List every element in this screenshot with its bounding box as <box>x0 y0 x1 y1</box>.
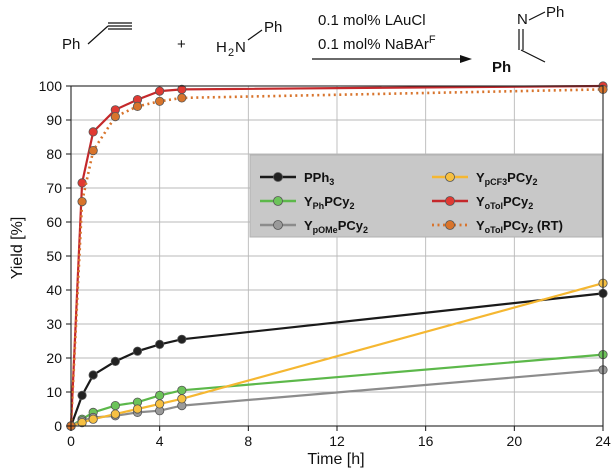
axes-frame <box>70 85 604 427</box>
grid <box>70 85 604 427</box>
product-n-ph: Ph <box>546 4 564 21</box>
legend-label: YpCF3PCy2 <box>476 170 537 187</box>
data-point <box>77 390 87 400</box>
x-axis-label: Time [h] <box>307 451 364 468</box>
y-axis-label: Yield [%] <box>9 217 26 280</box>
reaction-scheme: Ph + H 2 N Ph 0.1 mol% LAuCl 0.1 mol% Na… <box>62 4 564 76</box>
legend-swatch-marker <box>273 196 283 206</box>
plus-sign: + <box>177 36 186 53</box>
y-tick-label: 50 <box>46 248 62 264</box>
data-point <box>132 101 143 112</box>
product-ph: Ph <box>492 59 511 76</box>
legend-label: YPhPCy2 <box>304 194 355 211</box>
plot-area: 0 10 20 30 40 50 60 70 80 90 100 0 4 8 12 16 20 24 <box>39 78 611 449</box>
legend-item: YoTolPCy2 <box>432 194 533 211</box>
data-point <box>132 346 143 356</box>
data-point <box>88 146 98 156</box>
x-tick-label: 4 <box>156 433 164 449</box>
legend-label: YoTolPCy2 (RT) <box>476 218 563 235</box>
alkyne-ph: Ph <box>62 36 80 53</box>
data-point <box>77 417 87 428</box>
data-point <box>110 112 120 122</box>
data-point <box>77 197 87 207</box>
axes: 0 10 20 30 40 50 60 70 80 90 100 0 4 8 12 16 20 24 <box>39 78 611 449</box>
data-point <box>155 339 165 349</box>
aniline-ph: Ph <box>264 19 282 36</box>
legend-item: PPh3 <box>260 170 334 187</box>
y-tick-label: 10 <box>46 384 62 400</box>
legend: PPh3 YPhPCy2 YpOMePCy2 YpCF3PCy2 YoTolPCy2 Yo… <box>249 154 603 238</box>
alkyne-bonds <box>87 22 132 45</box>
data-point <box>155 86 165 96</box>
y-tick-label: 0 <box>54 418 62 434</box>
aniline-h: H <box>216 39 227 56</box>
aniline-bond <box>247 29 263 41</box>
y-tick-label: 80 <box>46 146 62 162</box>
legend-item: YpCF3PCy2 <box>432 170 537 187</box>
series-3 <box>66 278 608 431</box>
y-tick-label: 40 <box>46 282 62 298</box>
data-point <box>110 400 120 411</box>
data-point <box>88 370 98 380</box>
data-point <box>88 414 98 424</box>
y-tick-label: 20 <box>46 350 62 366</box>
legend-swatch-marker <box>273 220 283 230</box>
legend-label: YoTolPCy2 <box>476 194 533 211</box>
legend-swatch-marker <box>445 220 455 230</box>
data-point <box>155 399 165 409</box>
product-bonds <box>518 29 546 63</box>
data-point <box>177 385 187 395</box>
aniline-sub: 2 <box>228 47 234 59</box>
data-point <box>88 127 98 137</box>
legend-item: YPhPCy2 <box>260 194 355 211</box>
condition-2: 0.1 mol% NaBArF <box>318 34 436 53</box>
x-tick-label: 20 <box>507 433 523 449</box>
x-tick-label: 24 <box>595 433 611 449</box>
product-n-ph-bond <box>528 11 546 21</box>
y-tick-label: 70 <box>46 180 62 196</box>
x-tick-label: 12 <box>329 433 345 449</box>
legend-swatch-marker <box>445 172 455 182</box>
legend-label: YpOMePCy2 <box>304 218 368 235</box>
y-tick-label: 30 <box>46 316 62 332</box>
aniline-n: N <box>235 39 246 56</box>
series-4 <box>66 81 608 431</box>
legend-item: YpOMePCy2 <box>260 218 368 235</box>
x-tick-label: 16 <box>418 433 434 449</box>
legend-swatch-marker <box>273 172 283 182</box>
data-point <box>155 390 165 400</box>
legend-box <box>249 154 603 238</box>
product-n: N <box>517 11 528 28</box>
data-point <box>177 394 187 404</box>
legend-swatch-marker <box>445 196 455 206</box>
data-point <box>110 356 120 366</box>
legend-label: PPh3 <box>304 170 334 187</box>
x-tick-label: 8 <box>244 433 252 449</box>
data-point <box>177 334 187 344</box>
series-layer <box>66 81 608 431</box>
data-point <box>110 409 120 419</box>
x-tick-label: 0 <box>67 433 75 449</box>
data-point <box>177 93 187 103</box>
data-point <box>132 404 143 414</box>
y-tick-label: 90 <box>46 112 62 128</box>
condition-1: 0.1 mol% LAuCl <box>318 12 426 29</box>
data-point <box>155 96 165 106</box>
reaction-arrow <box>312 55 472 63</box>
y-tick-label: 60 <box>46 214 62 230</box>
series-5 <box>66 84 608 431</box>
y-tick-label: 100 <box>39 78 63 94</box>
legend-item: YoTolPCy2 (RT) <box>432 218 563 235</box>
